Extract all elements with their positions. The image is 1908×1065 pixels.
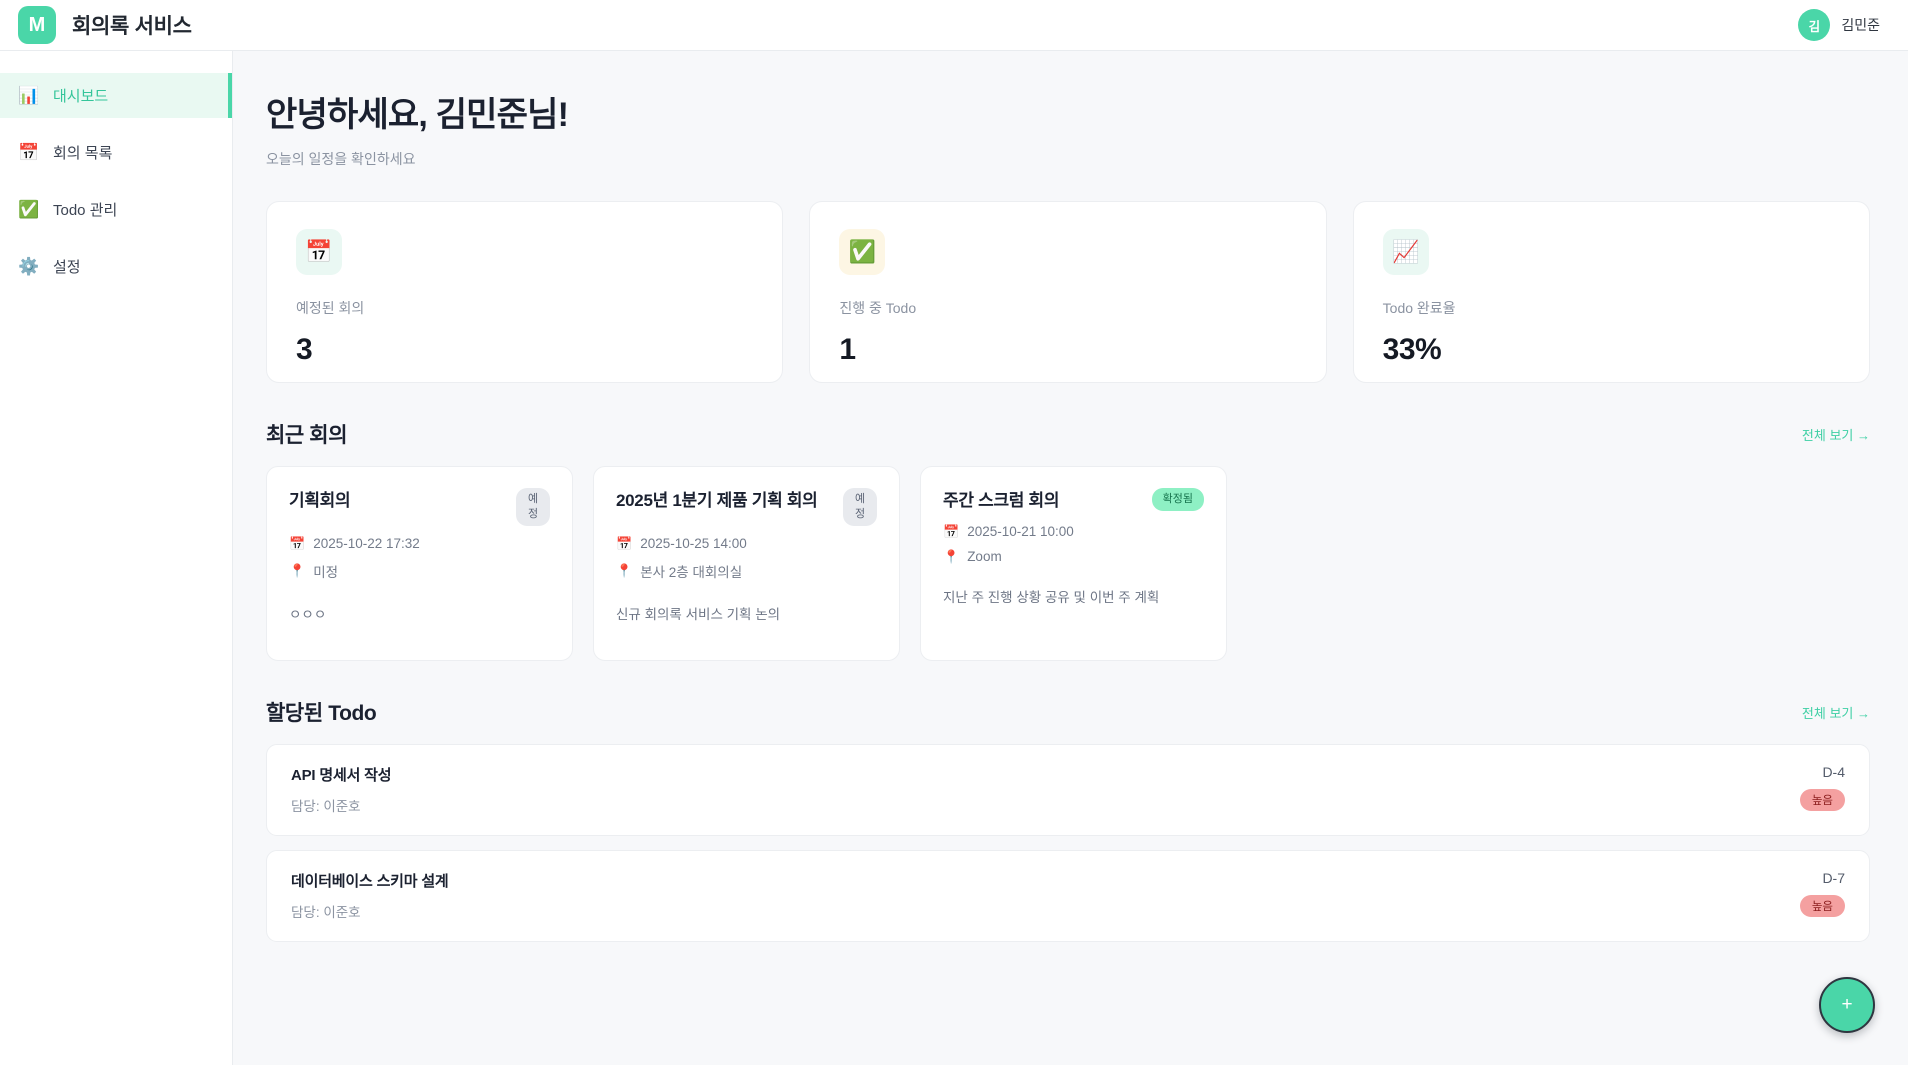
avatar: 김 (1798, 9, 1831, 41)
calendar-icon: 📅 (943, 524, 960, 540)
status-badge: 확정됨 (1151, 488, 1204, 511)
recent-meetings-list: 기획회의 예정 📅 2025-10-22 17:32 📍 미정 ㅇㅇㅇ 2025… (266, 466, 1870, 661)
stat-label: 진행 중 Todo (839, 300, 917, 316)
priority-badge: 높음 (1799, 895, 1845, 917)
app-title: 회의록 서비스 (72, 15, 192, 38)
meeting-title: 기획회의 (289, 491, 351, 510)
meeting-date: 📅 2025-10-25 14:00 (616, 536, 877, 551)
todo-dday: D-7 (1822, 870, 1845, 886)
stat-label: 예정된 회의 (296, 300, 365, 316)
stat-value: 1 (839, 333, 856, 366)
calendar-icon: 📅 (289, 535, 306, 551)
sidebar-item-label: 대시보드 (53, 88, 109, 105)
meeting-location-text: 본사 2층 대회의실 (640, 564, 743, 580)
todo-title: 데이터베이스 스키마 설계 (291, 873, 449, 890)
meeting-location: 📍 본사 2층 대회의실 (616, 561, 877, 581)
app-header: M 회의록 서비스 김 김민준 (0, 0, 1908, 51)
stat-value: 3 (296, 333, 313, 366)
status-badge: 예정 (843, 488, 877, 526)
calendar-icon: 📅 (616, 535, 633, 551)
meeting-description: 지난 주 진행 상황 공유 및 이번 주 계획 (943, 590, 1160, 606)
meeting-title: 2025년 1분기 제품 기획 회의 (616, 491, 818, 510)
todo-dday: D-4 (1822, 764, 1845, 780)
section-title: 최근 회의 (266, 424, 348, 447)
map-pin-icon: 📍 (943, 549, 960, 565)
sidebar-item-meetings[interactable]: 📅 회의 목록 (0, 130, 232, 175)
todo-meta: D-7 높음 (1799, 870, 1845, 917)
user-menu[interactable]: 김 김민준 (1798, 9, 1880, 41)
todo-assignee: 담당: 이준호 (291, 905, 361, 920)
sidebar-item-label: 설정 (53, 259, 81, 276)
meeting-date-text: 2025-10-22 17:32 (313, 535, 420, 551)
app-logo-icon: M (18, 6, 56, 44)
chart-increasing-icon: 📈 (1382, 229, 1429, 275)
todo-main: API 명세서 작성 담당: 이준호 (291, 764, 392, 815)
meeting-location: 📍 미정 (289, 561, 550, 581)
meeting-location-text: 미정 (313, 564, 339, 580)
app-shell: 📊 대시보드 📅 회의 목록 ✅ Todo 관리 ⚙️ 설정 안녕하세요, 김민… (0, 51, 1908, 1065)
meeting-card-header: 2025년 1분기 제품 기획 회의 예정 (616, 488, 877, 526)
meeting-date: 📅 2025-10-21 10:00 (943, 524, 1204, 539)
check-square-icon: ✅ (18, 200, 40, 219)
todo-assignee: 담당: 이준호 (291, 799, 361, 814)
check-square-icon: ✅ (839, 229, 886, 275)
stat-card-scheduled-meetings[interactable]: 📅 예정된 회의 3 (266, 201, 784, 383)
meeting-date: 📅 2025-10-22 17:32 (289, 536, 550, 551)
priority-badge: 높음 (1799, 789, 1845, 811)
sidebar-item-dashboard[interactable]: 📊 대시보드 (0, 73, 232, 118)
meeting-card-header: 기획회의 예정 (289, 488, 550, 526)
calendar-icon: 📅 (296, 229, 342, 275)
todo-row[interactable]: API 명세서 작성 담당: 이준호 D-4 높음 (266, 744, 1870, 836)
todo-meta: D-4 높음 (1799, 764, 1845, 811)
map-pin-icon: 📍 (289, 563, 306, 579)
meeting-location: 📍 Zoom (943, 549, 1204, 564)
main-content: 안녕하세요, 김민준님! 오늘의 일정을 확인하세요 📅 예정된 회의 3 ✅ … (233, 51, 1908, 1065)
meeting-date-text: 2025-10-21 10:00 (967, 524, 1074, 540)
sidebar: 📊 대시보드 📅 회의 목록 ✅ Todo 관리 ⚙️ 설정 (0, 51, 233, 1065)
stat-card-todo-completion-rate[interactable]: 📈 Todo 완료율 33% (1352, 201, 1870, 383)
stats-row: 📅 예정된 회의 3 ✅ 진행 중 Todo 1 📈 Todo 완료율 33% (266, 201, 1870, 383)
stat-value: 33% (1382, 333, 1442, 366)
page-title: 안녕하세요, 김민준님! (266, 96, 569, 134)
calendar-icon: 📅 (18, 143, 40, 162)
todo-main: 데이터베이스 스키마 설계 담당: 이준호 (291, 870, 449, 921)
sidebar-item-todo[interactable]: ✅ Todo 관리 (0, 187, 232, 232)
meeting-title: 주간 스크럼 회의 (943, 491, 1060, 510)
todo-row[interactable]: 데이터베이스 스키마 설계 담당: 이준호 D-7 높음 (266, 850, 1870, 942)
brand[interactable]: M 회의록 서비스 (18, 6, 192, 44)
meeting-card[interactable]: 2025년 1분기 제품 기획 회의 예정 📅 2025-10-25 14:00… (593, 466, 900, 661)
section-title: 할당된 Todo (266, 702, 377, 725)
assigned-todos-list: API 명세서 작성 담당: 이준호 D-4 높음 데이터베이스 스키마 설계 … (266, 744, 1870, 942)
todo-title: API 명세서 작성 (291, 767, 392, 784)
sidebar-item-settings[interactable]: ⚙️ 설정 (0, 244, 232, 289)
meeting-card[interactable]: 주간 스크럼 회의 확정됨 📅 2025-10-21 10:00 📍 Zoom … (920, 466, 1227, 661)
recent-meetings-header: 최근 회의 전체 보기 → (266, 419, 1870, 449)
sidebar-item-label: 회의 목록 (53, 145, 113, 162)
bar-chart-icon: 📊 (18, 86, 40, 105)
status-badge: 예정 (516, 488, 550, 526)
meeting-location-text: Zoom (967, 549, 1002, 565)
stat-card-inprogress-todo[interactable]: ✅ 진행 중 Todo 1 (809, 201, 1327, 383)
meeting-description: ㅇㅇㅇ (289, 606, 327, 622)
sidebar-item-label: Todo 관리 (53, 202, 118, 219)
meeting-card[interactable]: 기획회의 예정 📅 2025-10-22 17:32 📍 미정 ㅇㅇㅇ (266, 466, 573, 661)
assigned-todos-header: 할당된 Todo 전체 보기 → (266, 697, 1870, 727)
user-name: 김민준 (1841, 17, 1880, 33)
meeting-card-header: 주간 스크럼 회의 확정됨 (943, 488, 1204, 514)
gear-icon: ⚙️ (18, 257, 40, 276)
meeting-date-text: 2025-10-25 14:00 (640, 535, 747, 551)
meeting-description: 신규 회의록 서비스 기획 논의 (616, 606, 781, 622)
stat-label: Todo 완료율 (1382, 300, 1456, 316)
add-button[interactable]: + (1819, 977, 1875, 1033)
assigned-todos-view-all-link[interactable]: 전체 보기 → (1801, 705, 1870, 721)
map-pin-icon: 📍 (616, 563, 633, 579)
recent-meetings-view-all-link[interactable]: 전체 보기 → (1801, 427, 1870, 443)
page-subtitle: 오늘의 일정을 확인하세요 (266, 151, 416, 167)
